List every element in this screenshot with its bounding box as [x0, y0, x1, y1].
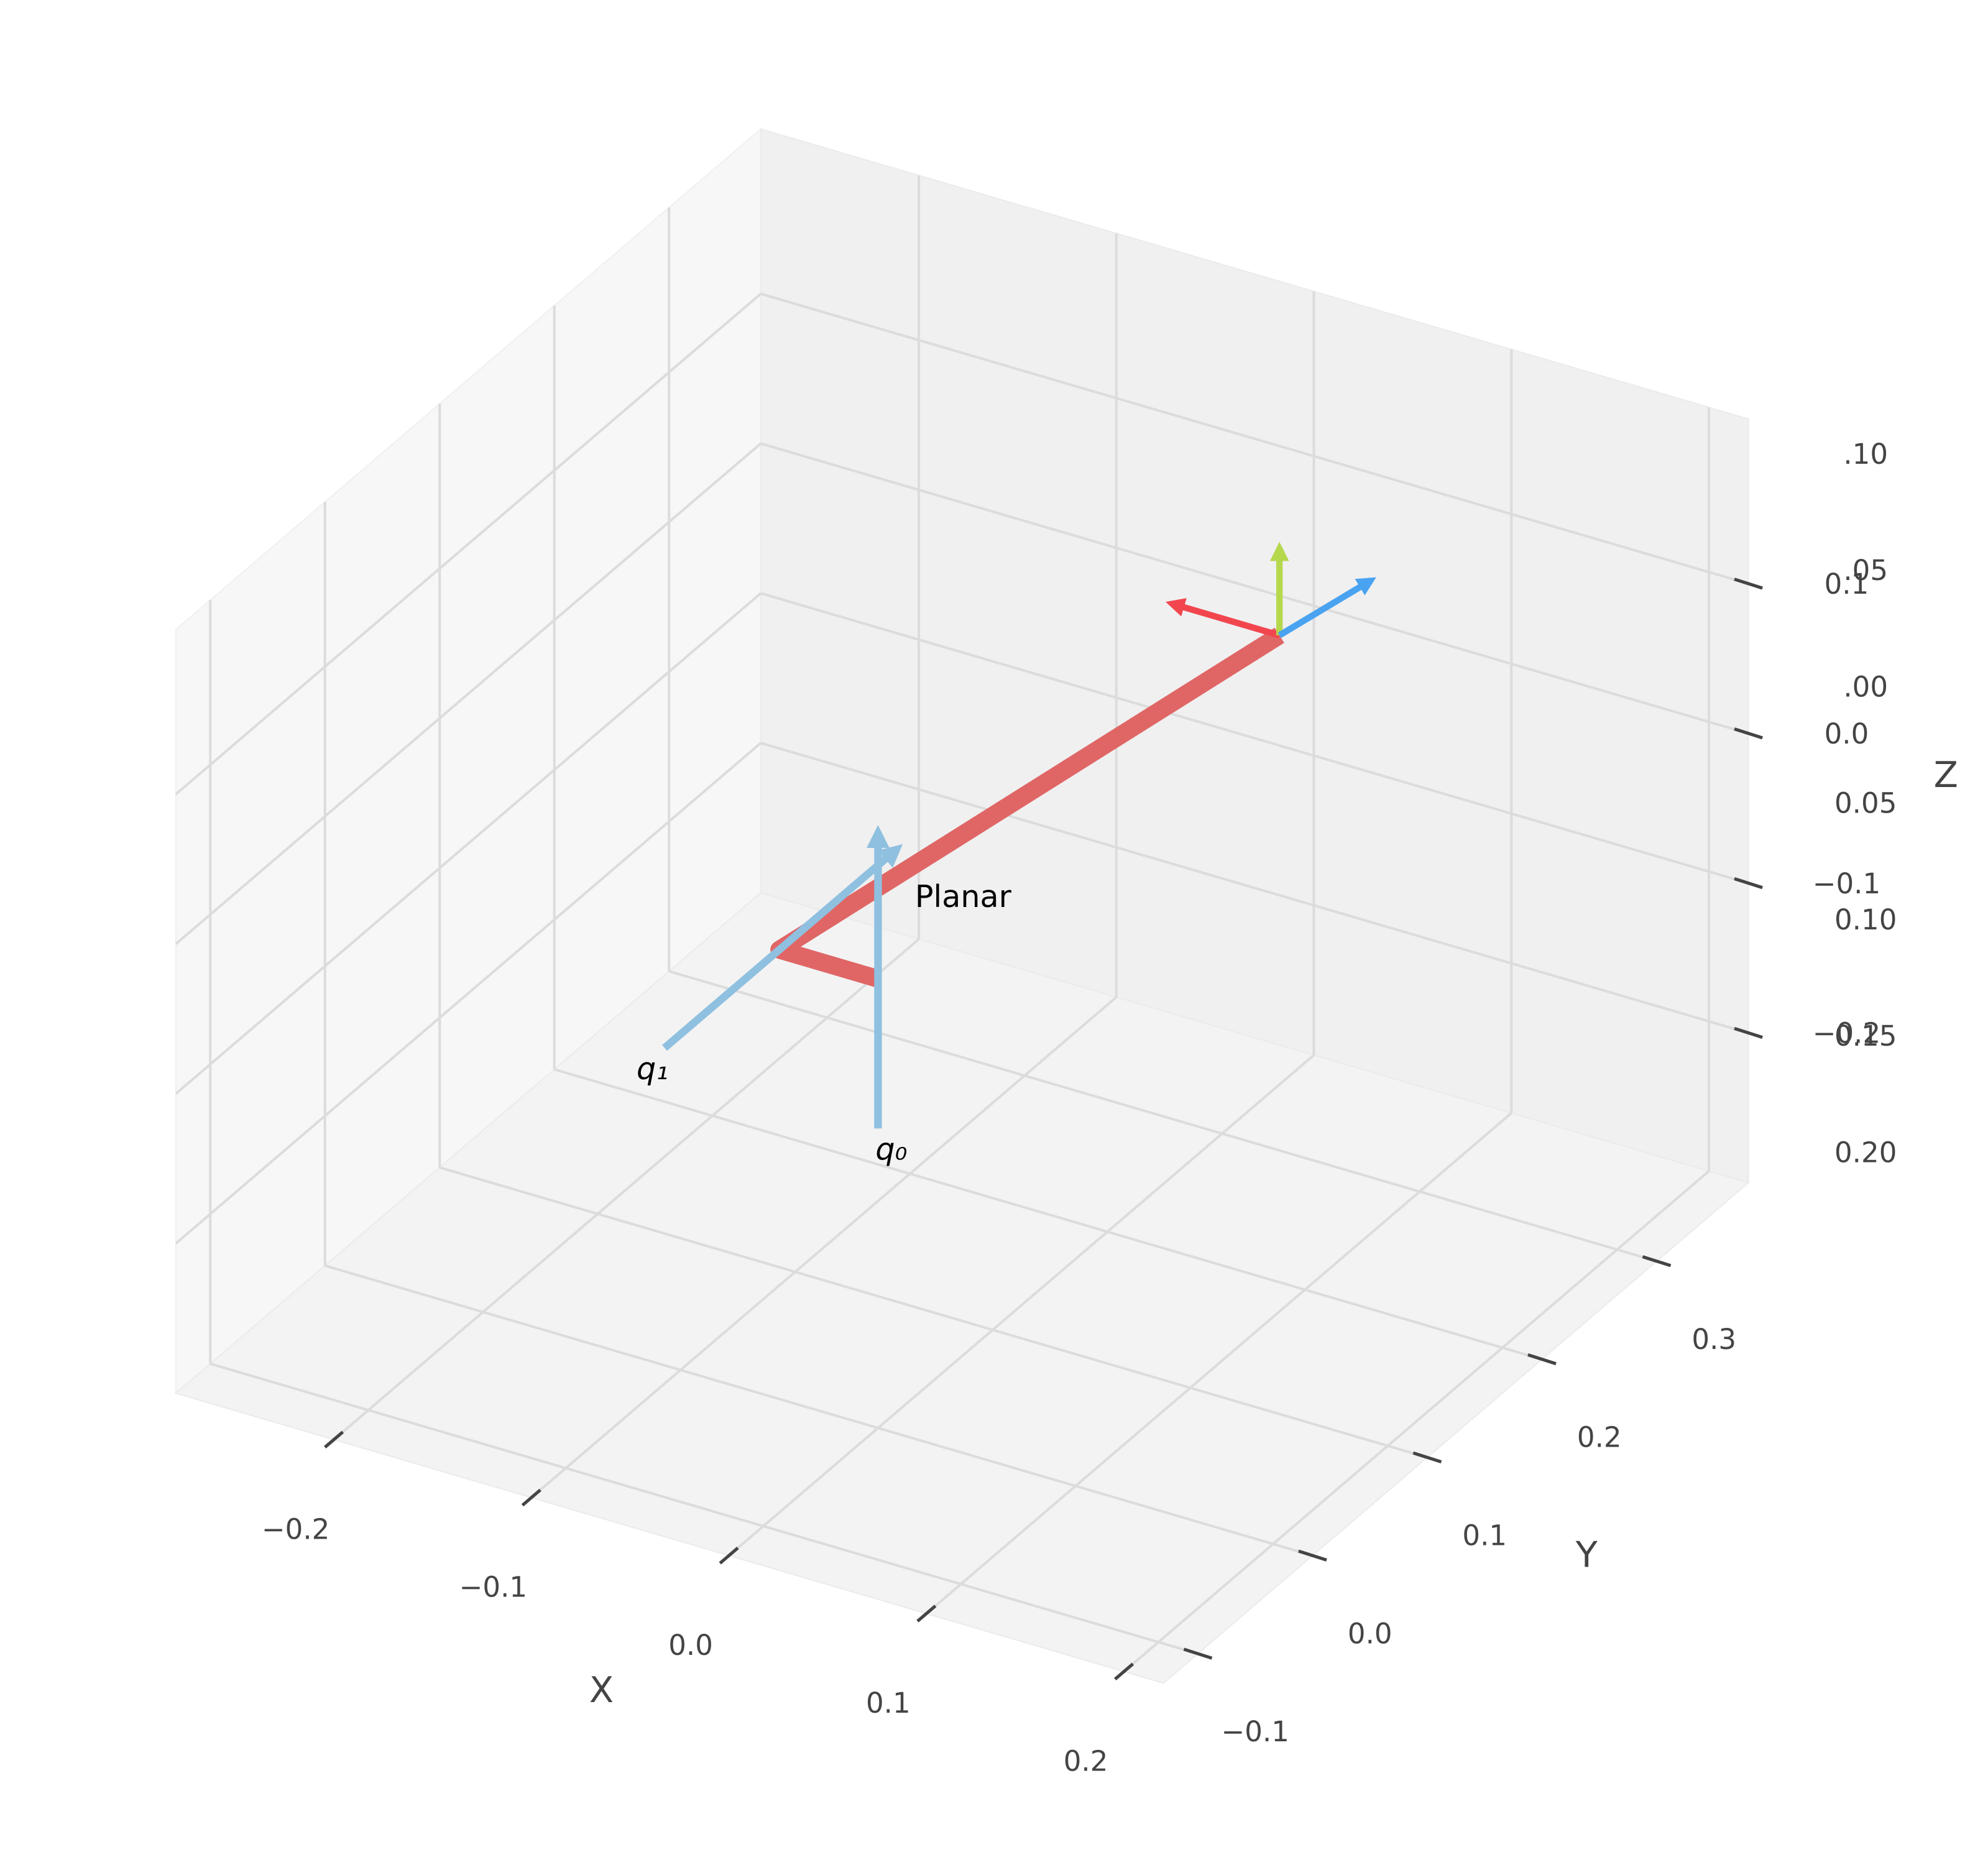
tick-mark	[1734, 877, 1763, 890]
ticks: −0.2 −0.1 0.0 0.1 0.2 −0.1 0.0 0.1 0.2 0.3 −0.2 −0.…	[262, 438, 1897, 1778]
z-axis-label: Z	[1934, 754, 1958, 796]
tick-mark	[1298, 1549, 1327, 1562]
z-tick-label: −0.2	[1813, 1017, 1881, 1050]
joint-label: q₀	[875, 1131, 907, 1167]
x-tick-label: −0.1	[459, 1571, 528, 1604]
grid-line	[728, 1054, 1315, 1557]
grid-line	[333, 938, 920, 1441]
grid-line	[175, 292, 762, 796]
z-tick-label: 0.0	[1825, 717, 1869, 750]
y-tick-label: 0.0	[1348, 1617, 1392, 1650]
bottom-pane	[174, 891, 1750, 1684]
grid-line	[554, 1068, 1543, 1361]
tick-mark	[1412, 1451, 1442, 1464]
grid-line	[760, 742, 1749, 1034]
tick-mark	[1734, 727, 1763, 740]
z2-tick-label: .05	[1843, 554, 1888, 587]
grid-line	[175, 442, 762, 946]
y-tick-label: 0.3	[1691, 1323, 1736, 1356]
y-tick-label: −0.1	[1222, 1715, 1289, 1748]
grid-line	[530, 996, 1118, 1499]
tick-mark	[1642, 1255, 1672, 1268]
grid-line	[209, 1362, 1199, 1655]
x-tick-label: 0.1	[866, 1687, 911, 1720]
grid-line	[760, 592, 1749, 885]
tick-mark	[1183, 1647, 1213, 1660]
grid-line	[1123, 1170, 1710, 1673]
joint-axis	[662, 844, 903, 1051]
z2-tick-label: 0.05	[1834, 787, 1897, 820]
grid-line	[760, 442, 1749, 735]
z2-tick-label: .00	[1843, 670, 1888, 703]
grid-line	[324, 1264, 1314, 1557]
x-axis-label: X	[589, 1669, 614, 1711]
y-tick-label: 0.1	[1462, 1519, 1507, 1552]
y-tick-label: 0.2	[1577, 1421, 1622, 1454]
z2-tick-label: .10	[1843, 438, 1888, 471]
tick-mark	[324, 1430, 344, 1448]
grid-line	[175, 742, 762, 1245]
tick-mark	[916, 1605, 937, 1623]
tick-mark	[1527, 1353, 1557, 1366]
y-axis-label: Y	[1575, 1534, 1598, 1576]
robot-name: Planar	[915, 878, 1012, 914]
z2-tick-label: 0.15	[1834, 1020, 1897, 1052]
frame-arrow	[1166, 598, 1281, 638]
tick-mark	[521, 1488, 541, 1507]
z2-tick-label: 0.20	[1834, 1136, 1897, 1169]
x-tick-label: 0.0	[668, 1629, 713, 1662]
frame-arrow	[1277, 577, 1376, 638]
tick-mark	[719, 1546, 739, 1565]
z2-tick-label: 0.10	[1834, 903, 1897, 936]
z-tick-label: −0.1	[1813, 867, 1881, 900]
grid-line	[668, 970, 1657, 1263]
tick-mark	[1734, 578, 1763, 590]
tick-mark	[1114, 1662, 1134, 1681]
marks: q₀ q₁ Planar	[637, 541, 1376, 1167]
tick-mark	[1734, 1026, 1763, 1039]
x-tick-label: 0.2	[1064, 1744, 1108, 1777]
grid-line	[175, 592, 762, 1095]
grid-line	[439, 1166, 1428, 1459]
z-tick-label: 0.1	[1825, 568, 1869, 601]
grid-line	[760, 292, 1749, 585]
grid	[175, 175, 1749, 1673]
x-tick-label: −0.2	[262, 1513, 329, 1545]
joint-label: q₁	[637, 1051, 668, 1087]
grid-line	[926, 1112, 1512, 1615]
